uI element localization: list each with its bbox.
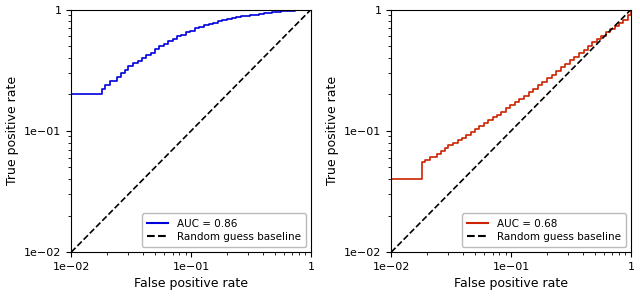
X-axis label: False positive rate: False positive rate: [134, 277, 248, 290]
Legend: AUC = 0.68, Random guess baseline: AUC = 0.68, Random guess baseline: [462, 213, 626, 247]
Y-axis label: True positive rate: True positive rate: [6, 76, 19, 185]
Y-axis label: True positive rate: True positive rate: [326, 76, 339, 185]
X-axis label: False positive rate: False positive rate: [454, 277, 568, 290]
Legend: AUC = 0.86, Random guess baseline: AUC = 0.86, Random guess baseline: [142, 213, 306, 247]
